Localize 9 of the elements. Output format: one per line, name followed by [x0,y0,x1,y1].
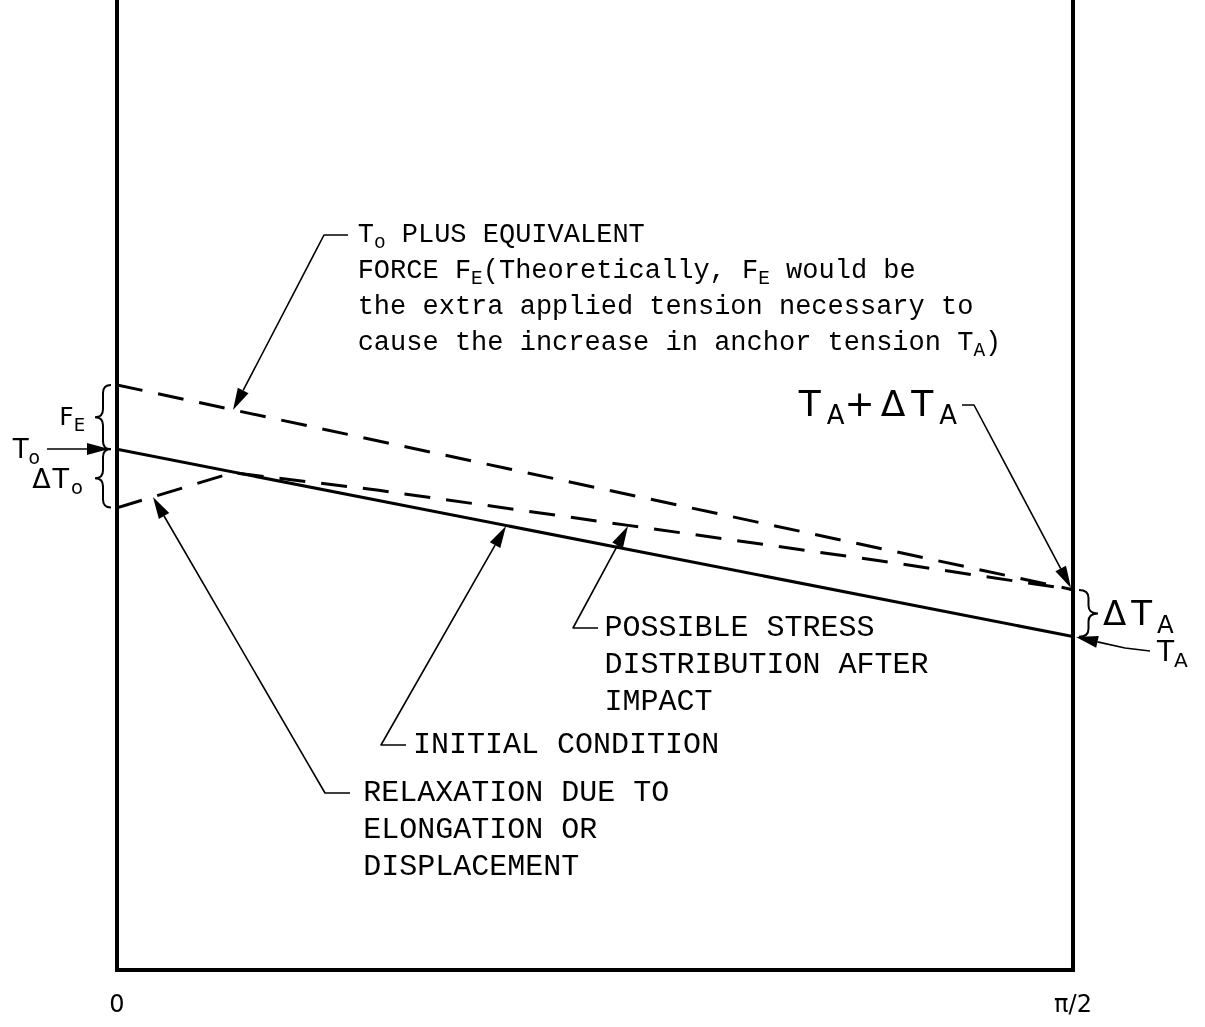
x-tick-label: π/2 [1054,989,1092,1018]
x-tick-label: 0 [109,989,125,1018]
text: T$_{o}$ [12,434,40,469]
annotation: POSSIBLE STRESS DISTRIBUTION AFTER IMPACT [604,610,930,722]
annotation: INITIAL CONDITION [413,726,721,764]
text: F$_{E}$ [59,401,85,435]
text: T$_{o}$ PLUS EQUIVALENT FORCE F$_{E}$(Theoretically, F$_{E}$ would be the extra applied tension necessary to cause the increase in anchor tension T$_{A}$) [357,219,1002,362]
annotation: T$_{A}$+ΔT$_{A}$ [798,382,957,430]
annotation: RELAXATION DUE TO ELONGATION OR DISPLACEMENT [363,774,671,886]
